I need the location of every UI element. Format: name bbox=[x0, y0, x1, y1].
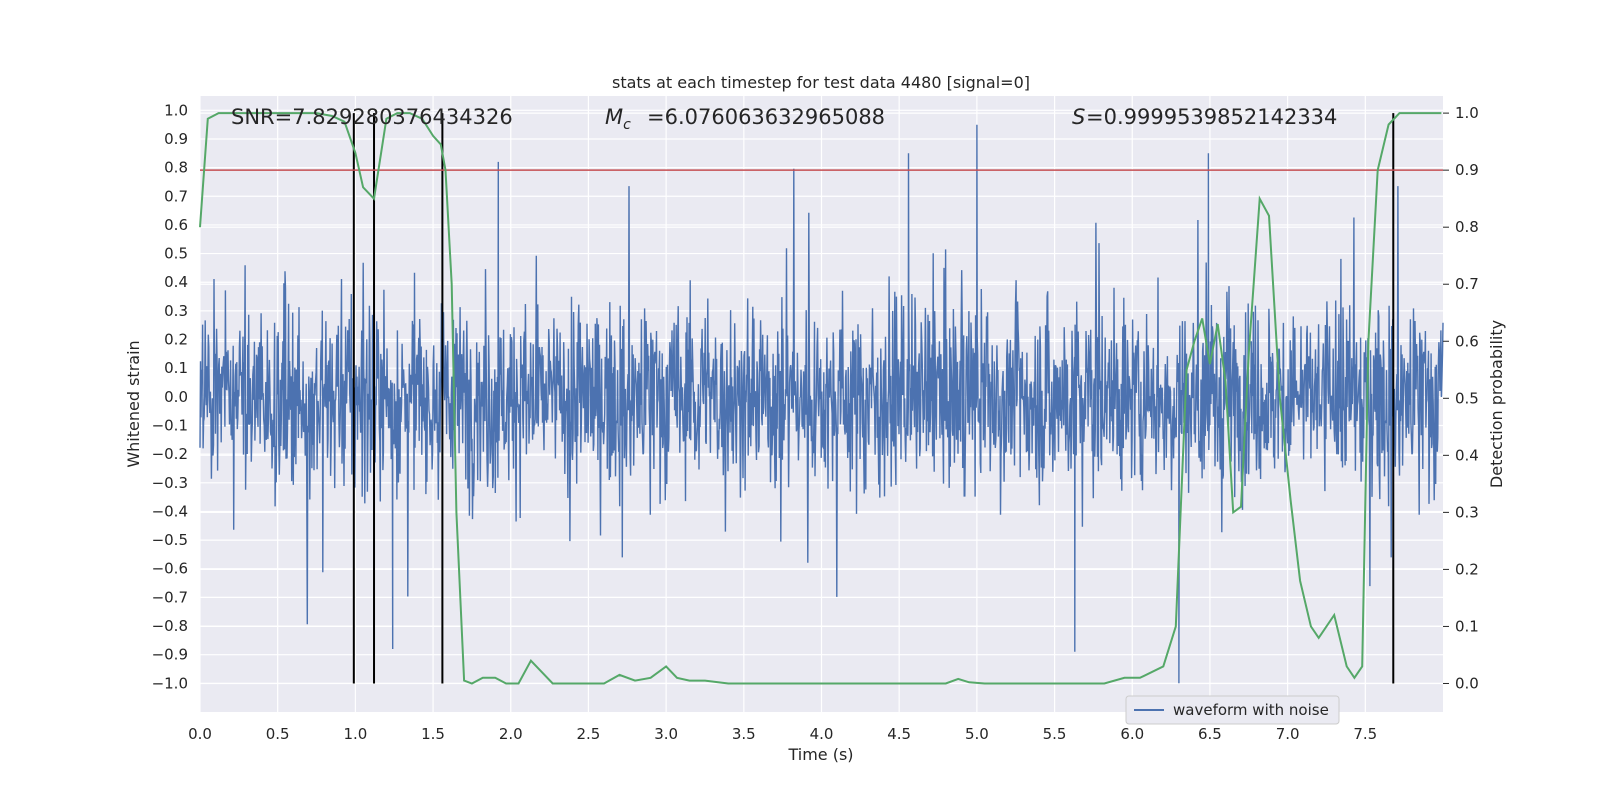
x-tick-label: 2.0 bbox=[499, 725, 523, 743]
y-tick-label-right: 0.2 bbox=[1455, 560, 1479, 578]
chart-title: stats at each timestep for test data 448… bbox=[612, 73, 1030, 92]
y-tick-label-left: 0.3 bbox=[164, 302, 188, 320]
x-tick-label: 4.0 bbox=[810, 725, 834, 743]
y-tick-label-left: −0.7 bbox=[152, 588, 188, 606]
y-tick-label-left: −0.6 bbox=[152, 560, 188, 578]
y-tick-label-left: 0.7 bbox=[164, 187, 188, 205]
y-tick-label-right: 0.3 bbox=[1455, 503, 1479, 521]
y-tick-label-left: 1.0 bbox=[164, 101, 188, 119]
y-tick-label-right: 1.0 bbox=[1455, 104, 1479, 122]
y-tick-label-left: −0.1 bbox=[152, 416, 188, 434]
y-tick-label-left: 0.1 bbox=[164, 359, 188, 377]
probability-series bbox=[199, 112, 1442, 685]
y-tick-label-left: −0.5 bbox=[152, 531, 188, 549]
x-tick-label: 3.0 bbox=[654, 725, 678, 743]
y-tick-label-left: −0.3 bbox=[152, 474, 188, 492]
x-tick-label: 0.0 bbox=[188, 725, 212, 743]
y-tick-label-left: 0.0 bbox=[164, 388, 188, 406]
y-tick-label-left: −0.4 bbox=[152, 502, 188, 520]
waveform-line bbox=[199, 124, 1444, 684]
x-tick-label: 7.0 bbox=[1276, 725, 1300, 743]
y-tick-label-right: 0.6 bbox=[1455, 332, 1479, 350]
x-tick-label: 1.0 bbox=[343, 725, 367, 743]
y-tick-label-left: −0.9 bbox=[152, 646, 188, 664]
y-tick-labels-left: 1.0 0.9 0.8 0.7 0.6 0.5 0.4 0.3 0.2 0.1 0.0 −0.1 −0.… bbox=[152, 101, 188, 692]
y-tick-label-left: 0.5 bbox=[164, 245, 188, 263]
y-tick-label-left: 0.9 bbox=[164, 130, 188, 148]
y-tick-label-right: 0.7 bbox=[1455, 275, 1479, 293]
legend-label: waveform with noise bbox=[1173, 701, 1329, 719]
y-axis-label-right: Detection probability bbox=[1487, 320, 1506, 488]
x-tick-label: 7.5 bbox=[1353, 725, 1377, 743]
x-tick-label: 0.5 bbox=[266, 725, 290, 743]
y-tick-label-right: 0.8 bbox=[1455, 218, 1479, 236]
x-tick-label: 3.5 bbox=[732, 725, 756, 743]
y-tick-label-left: 0.8 bbox=[164, 159, 188, 177]
y-tick-label-left: −0.8 bbox=[152, 617, 188, 635]
x-tick-label: 6.5 bbox=[1198, 725, 1222, 743]
y-tick-label-right: 0.1 bbox=[1455, 617, 1479, 635]
y-tick-label-left: −1.0 bbox=[152, 674, 188, 692]
x-tick-label: 2.5 bbox=[577, 725, 601, 743]
vertical-markers bbox=[352, 113, 1395, 684]
mc-annotation: =6.076063632965088 bbox=[647, 105, 885, 129]
y-tick-label-right: 0.4 bbox=[1455, 446, 1479, 464]
legend-box bbox=[1125, 695, 1340, 725]
legend: waveform with noise bbox=[1125, 695, 1340, 725]
x-axis-label: Time (s) bbox=[787, 745, 853, 764]
y-tick-label-right: 0.0 bbox=[1455, 674, 1479, 692]
x-tick-label: 4.5 bbox=[887, 725, 911, 743]
y-tick-label-right: 0.5 bbox=[1455, 389, 1479, 407]
probability-line bbox=[199, 112, 1442, 685]
s-annotation: =0.9999539852142334 bbox=[1086, 105, 1337, 129]
x-tick-label: 5.5 bbox=[1043, 725, 1067, 743]
snr-annotation: SNR=7.829280376434326 bbox=[231, 105, 513, 129]
y-tick-label-left: 0.2 bbox=[164, 331, 188, 349]
x-tick-labels: 0.0 0.5 1.0 1.5 2.0 2.5 3.0 3.5 4.0 4.5 5.0 5.5 6.0 6… bbox=[188, 725, 1377, 743]
y-tick-label-left: 0.6 bbox=[164, 216, 188, 234]
y-tick-label-left: 0.4 bbox=[164, 273, 188, 291]
y-tick-labels-right: 1.0 0.9 0.8 0.7 0.6 0.5 0.4 0.3 0.2 0.1 0.0 bbox=[1443, 104, 1479, 692]
y-tick-label-left: −0.2 bbox=[152, 445, 188, 463]
y-axis-label-left: Whitened strain bbox=[124, 340, 143, 467]
x-tick-label: 5.0 bbox=[965, 725, 989, 743]
x-tick-label: 1.5 bbox=[421, 725, 445, 743]
s-symbol: S bbox=[1072, 105, 1085, 129]
y-tick-label-right: 0.9 bbox=[1455, 161, 1479, 179]
x-tick-label: 6.0 bbox=[1120, 725, 1144, 743]
waveform-series bbox=[199, 124, 1444, 684]
